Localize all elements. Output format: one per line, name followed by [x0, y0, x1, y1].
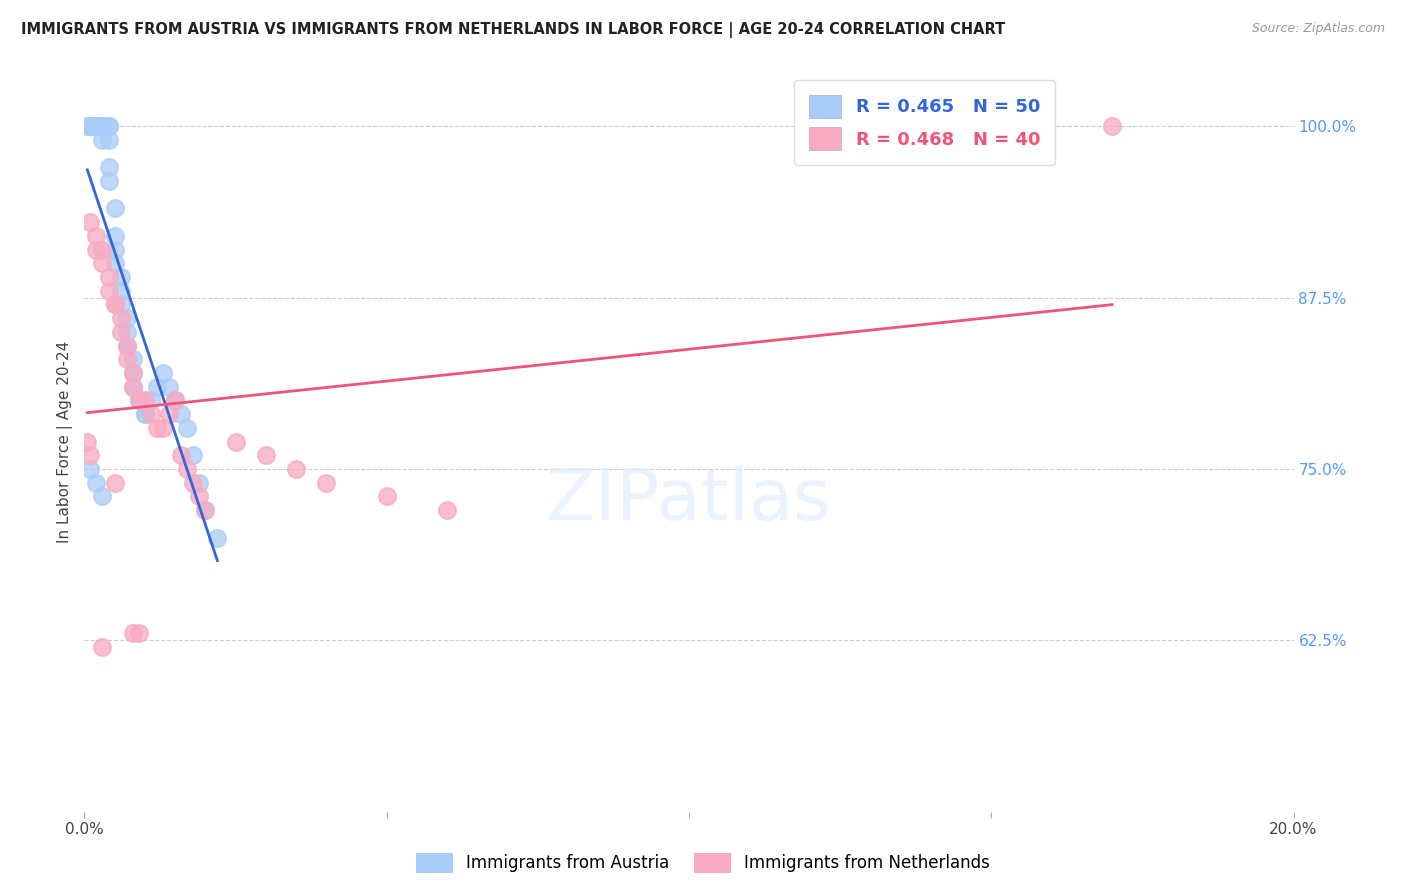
Point [146, 380, 169, 394]
Point [97, 161, 120, 175]
Point [128, 393, 150, 408]
Point [86, 119, 108, 133]
Point [76, 119, 98, 133]
Point [86, 228, 108, 243]
Point [115, 338, 138, 352]
Point [86, 243, 108, 257]
Point [121, 380, 143, 394]
Point [207, 531, 229, 545]
Text: IMMIGRANTS FROM AUSTRIA VS IMMIGRANTS FROM NETHERLANDS IN LABOR FORCE | AGE 20-2: IMMIGRANTS FROM AUSTRIA VS IMMIGRANTS FR… [21, 22, 1005, 38]
Point [134, 407, 156, 421]
Point [97, 174, 120, 188]
Point [121, 626, 143, 640]
Point [176, 462, 198, 476]
Point [181, 475, 204, 490]
Point [152, 366, 174, 380]
Point [79, 119, 101, 133]
Point [91, 119, 114, 133]
Point [121, 366, 143, 380]
Point [91, 119, 114, 133]
Point [115, 311, 138, 326]
Text: ZIPatlas: ZIPatlas [546, 467, 832, 535]
Point [152, 421, 174, 435]
Point [188, 475, 211, 490]
Point [104, 475, 127, 490]
Point [110, 270, 132, 285]
Point [1101, 119, 1123, 133]
Point [79, 215, 101, 229]
Point [79, 462, 101, 476]
Point [165, 393, 187, 408]
Point [110, 297, 132, 311]
Point [115, 338, 138, 352]
Point [104, 297, 127, 311]
Point [91, 133, 114, 147]
Point [121, 366, 143, 380]
Point [91, 640, 114, 655]
Point [194, 503, 217, 517]
Point [76, 434, 98, 449]
Point [375, 489, 398, 503]
Point [104, 228, 127, 243]
Point [285, 462, 308, 476]
Point [139, 407, 162, 421]
Point [110, 284, 132, 298]
Point [315, 475, 337, 490]
Point [188, 489, 211, 503]
Point [115, 352, 138, 367]
Point [104, 297, 127, 311]
Point [128, 626, 150, 640]
Point [86, 119, 108, 133]
Point [128, 393, 150, 408]
Point [254, 448, 277, 462]
Point [104, 256, 127, 270]
Point [121, 380, 143, 394]
Point [134, 407, 156, 421]
Legend: R = 0.465   N = 50, R = 0.468   N = 40: R = 0.465 N = 50, R = 0.468 N = 40 [794, 80, 1054, 165]
Point [97, 270, 120, 285]
Point [128, 393, 150, 408]
Point [121, 352, 143, 367]
Point [110, 325, 132, 339]
Point [170, 407, 193, 421]
Point [91, 119, 114, 133]
Point [436, 503, 458, 517]
Point [146, 421, 169, 435]
Text: Source: ZipAtlas.com: Source: ZipAtlas.com [1251, 22, 1385, 36]
Point [165, 393, 187, 408]
Point [86, 475, 108, 490]
Point [79, 448, 101, 462]
Point [134, 393, 156, 408]
Point [104, 202, 127, 216]
Point [104, 243, 127, 257]
Point [194, 503, 217, 517]
Point [97, 284, 120, 298]
Point [97, 133, 120, 147]
Point [110, 311, 132, 326]
Point [157, 380, 180, 394]
Point [170, 448, 193, 462]
Point [97, 119, 120, 133]
Point [139, 393, 162, 408]
Point [115, 325, 138, 339]
Point [225, 434, 247, 449]
Point [97, 119, 120, 133]
Point [86, 119, 108, 133]
Point [91, 489, 114, 503]
Point [86, 119, 108, 133]
Point [181, 448, 204, 462]
Point [79, 119, 101, 133]
Point [91, 119, 114, 133]
Point [79, 119, 101, 133]
Point [176, 421, 198, 435]
Legend: Immigrants from Austria, Immigrants from Netherlands: Immigrants from Austria, Immigrants from… [409, 847, 997, 880]
Point [157, 407, 180, 421]
Point [91, 256, 114, 270]
Y-axis label: In Labor Force | Age 20-24: In Labor Force | Age 20-24 [58, 341, 73, 542]
Point [91, 243, 114, 257]
Point [115, 338, 138, 352]
